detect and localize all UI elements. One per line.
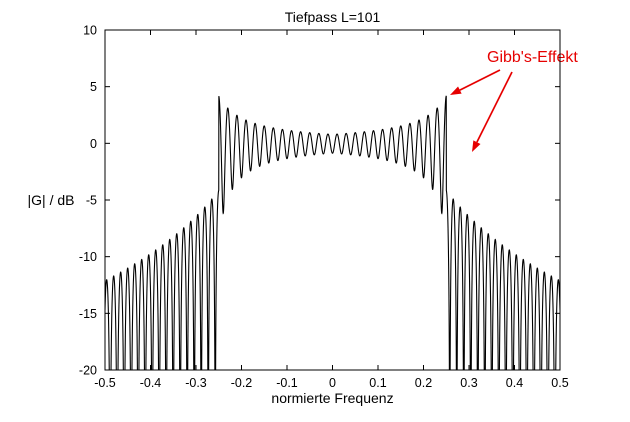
svg-text:-0.3: -0.3 — [185, 376, 207, 390]
gibbs-effect-annotation: Gibb's-Effekt — [487, 49, 578, 66]
svg-text:-0.1: -0.1 — [276, 376, 298, 390]
svg-text:-0.4: -0.4 — [140, 376, 162, 390]
chart-title: Tiefpass L=101 — [284, 9, 381, 25]
svg-text:-0.5: -0.5 — [94, 376, 116, 390]
svg-text:0.3: 0.3 — [460, 376, 477, 390]
svg-text:-15: -15 — [79, 307, 97, 321]
svg-text:0.1: 0.1 — [369, 376, 386, 390]
y-axis-label: |G| / dB — [27, 192, 75, 208]
svg-text:0: 0 — [329, 376, 336, 390]
svg-text:-0.2: -0.2 — [231, 376, 253, 390]
response-curve — [105, 95, 560, 370]
svg-text:0.5: 0.5 — [551, 376, 568, 390]
svg-text:0: 0 — [90, 137, 97, 151]
annotation-arrows — [450, 69, 513, 152]
svg-text:-5: -5 — [86, 194, 97, 208]
svg-text:10: 10 — [83, 24, 97, 38]
tick-labels: -0.5 -0.4 -0.3 -0.2 -0.1 0 0.1 0.2 0.3 0.4 0.5 10 5 0… — [79, 24, 569, 391]
svg-text:-20: -20 — [79, 364, 97, 378]
svg-text:0.2: 0.2 — [415, 376, 432, 390]
svg-text:5: 5 — [90, 80, 97, 94]
svg-text:-10: -10 — [79, 250, 97, 264]
axes-group — [104, 29, 561, 371]
x-axis-label: normierte Frequenz — [271, 390, 394, 406]
svg-text:0.4: 0.4 — [506, 376, 523, 390]
